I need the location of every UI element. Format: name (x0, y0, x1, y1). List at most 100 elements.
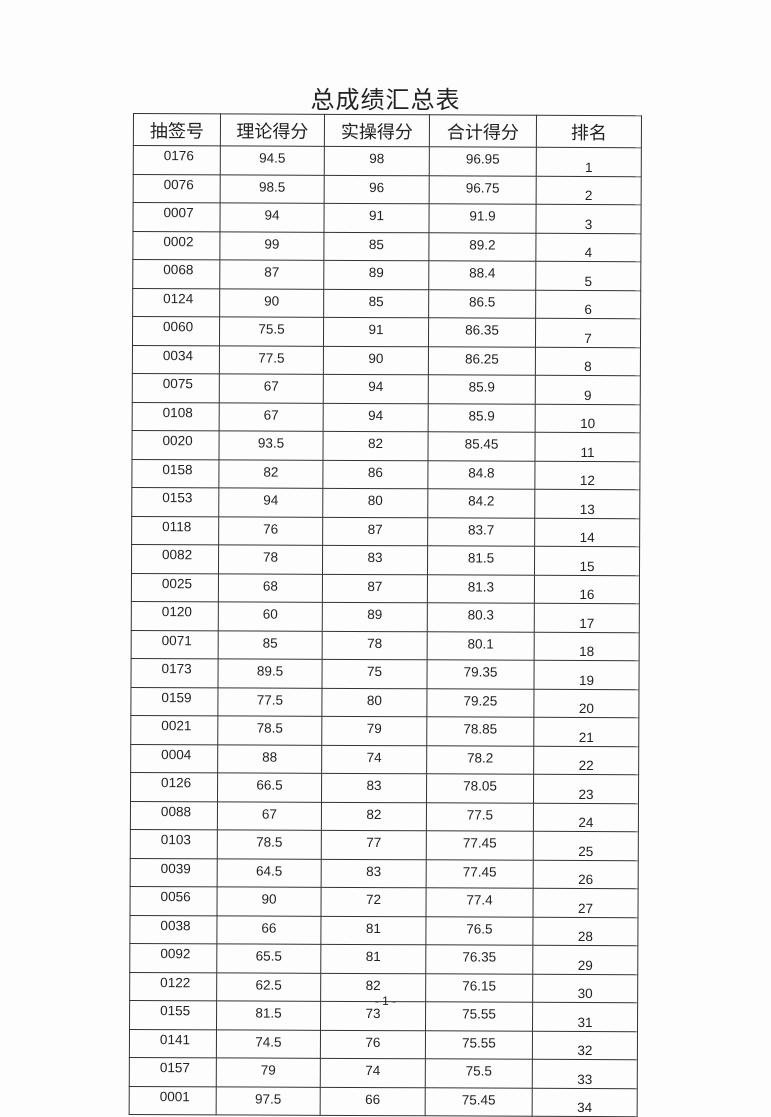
draw-number-cell: 0082 (131, 544, 219, 574)
draw-number-cell: 0060 (132, 316, 220, 346)
practical-score-cell: 83 (322, 545, 428, 575)
draw-number-cell: 0021 (130, 715, 218, 745)
practical-score-cell: 94 (323, 374, 429, 404)
table-row: 0034 77.5 90 86.25 8 (132, 344, 641, 376)
table-row: 0071 85 78 80.1 18 (131, 629, 640, 661)
theory-score-cell: 98.5 (220, 174, 325, 204)
table-row: 0020 93.5 82 85.45 11 (131, 430, 641, 462)
rank-cell: 26 (533, 859, 639, 889)
theory-score-cell: 67 (219, 402, 324, 432)
rank-cell: 8 (535, 346, 641, 376)
table-row: 0158 82 86 84.8 12 (131, 458, 640, 490)
practical-score-cell: 74 (321, 744, 427, 774)
rank-cell: 29 (532, 945, 638, 975)
draw-number-cell: 0126 (130, 772, 218, 802)
rank-cell: 28 (532, 916, 638, 946)
draw-number-cell: 0002 (132, 231, 220, 260)
draw-number-cell: 0004 (130, 743, 218, 773)
practical-score-cell: 91 (323, 203, 430, 233)
practical-score-cell: 83 (321, 858, 427, 888)
table-row: 0056 90 72 77.4 27 (130, 886, 639, 918)
draw-number-cell: 0001 (129, 1085, 217, 1115)
rank-cell: 24 (533, 802, 639, 832)
theory-score-cell: 67 (217, 801, 322, 831)
total-score-cell: 96.75 (429, 175, 537, 205)
total-score-cell: 81.3 (427, 574, 535, 604)
practical-score-cell: 81 (320, 944, 426, 974)
rank-cell: 23 (533, 774, 639, 804)
theory-score-cell: 85 (218, 630, 323, 660)
practical-score-cell: 82 (322, 431, 429, 461)
draw-number-cell: 0020 (131, 430, 220, 460)
practical-score-cell: 83 (321, 773, 427, 803)
column-header-theory-score: 理论得分 (220, 113, 325, 147)
practical-score-cell: 91 (323, 317, 429, 347)
practical-score-cell: 77 (321, 830, 427, 860)
draw-number-cell: 0124 (132, 288, 220, 317)
rank-cell: 3 (535, 204, 642, 234)
table-row: 0124 90 85 86.5 6 (132, 288, 641, 319)
theory-score-cell: 97.5 (216, 1086, 321, 1116)
theory-score-cell: 75.5 (219, 316, 324, 346)
rank-cell: 33 (532, 1059, 638, 1089)
practical-score-cell: 80 (321, 687, 427, 717)
table-row: 0141 74.5 76 75.55 32 (129, 1028, 638, 1060)
table-row: 0157 79 74 75.5 33 (129, 1057, 638, 1089)
total-score-cell: 77.4 (425, 887, 534, 917)
rank-cell: 16 (534, 574, 640, 604)
draw-number-cell: 0007 (132, 202, 221, 232)
table-row: 0076 98.5 96 96.75 2 (133, 174, 642, 205)
total-score-cell: 78.85 (426, 716, 534, 746)
total-score-cell: 88.4 (428, 260, 536, 290)
table-row: 0176 94.5 98 96.95 1 (133, 145, 642, 177)
draw-number-cell: 0056 (130, 886, 218, 916)
total-score-cell: 76.5 (425, 916, 533, 946)
draw-number-cell: 0068 (132, 259, 220, 289)
practical-score-cell: 89 (323, 260, 429, 290)
total-score-cell: 77.45 (426, 830, 534, 860)
theory-score-cell: 78.5 (217, 829, 322, 859)
theory-score-cell: 89.5 (217, 658, 323, 688)
total-score-cell: 75.55 (425, 1030, 533, 1060)
rank-cell: 18 (534, 631, 640, 661)
draw-number-cell: 0153 (131, 487, 219, 517)
rank-cell: 15 (534, 546, 640, 576)
rank-cell: 1 (536, 147, 642, 177)
table-row: 0120 60 89 80.3 17 (131, 601, 640, 633)
practical-score-cell: 85 (323, 288, 429, 318)
theory-score-cell: 99 (219, 231, 324, 261)
theory-score-cell: 60 (218, 601, 323, 631)
table-row: 0126 66.5 83 78.05 23 (130, 772, 639, 804)
theory-score-cell: 90 (219, 288, 324, 318)
rank-cell: 17 (534, 603, 640, 633)
table-body: 0176 94.5 98 96.95 1 0076 98.5 96 96.75 2 0007 94 91… (129, 145, 642, 1117)
theory-score-cell: 68 (218, 573, 323, 603)
theory-score-cell: 67 (219, 373, 324, 403)
rank-cell: 19 (533, 660, 640, 690)
practical-score-cell: 76 (320, 1029, 426, 1059)
rank-cell: 5 (535, 261, 641, 291)
table-row: 0173 89.5 75 79.35 19 (130, 658, 640, 690)
draw-number-cell: 0157 (129, 1057, 217, 1087)
practical-score-cell: 79 (321, 716, 427, 746)
theory-score-cell: 77.5 (219, 345, 324, 375)
table-row: 0001 97.5 66 75.45 34 (129, 1085, 638, 1117)
practical-score-cell: 98 (324, 146, 430, 176)
total-score-cell: 84.8 (427, 460, 535, 490)
total-score-cell: 85.9 (428, 403, 536, 433)
theory-score-cell: 66.5 (217, 772, 322, 802)
draw-number-cell: 0103 (130, 829, 218, 859)
total-score-cell: 89.2 (428, 232, 536, 262)
table-header-row: 抽签号 理论得分 实操得分 合计得分 排名 (133, 113, 642, 148)
practical-score-cell: 80 (322, 488, 428, 518)
rank-cell: 12 (534, 460, 640, 490)
total-score-cell: 85.9 (428, 374, 536, 404)
rank-cell: 6 (535, 289, 641, 319)
rank-cell: 22 (533, 745, 639, 775)
theory-score-cell: 76 (218, 516, 323, 546)
draw-number-cell: 0118 (131, 515, 219, 545)
draw-number-cell: 0176 (133, 145, 221, 175)
theory-score-cell: 90 (216, 886, 322, 916)
theory-score-cell: 93.5 (218, 430, 324, 460)
draw-number-cell: 0034 (132, 344, 220, 374)
